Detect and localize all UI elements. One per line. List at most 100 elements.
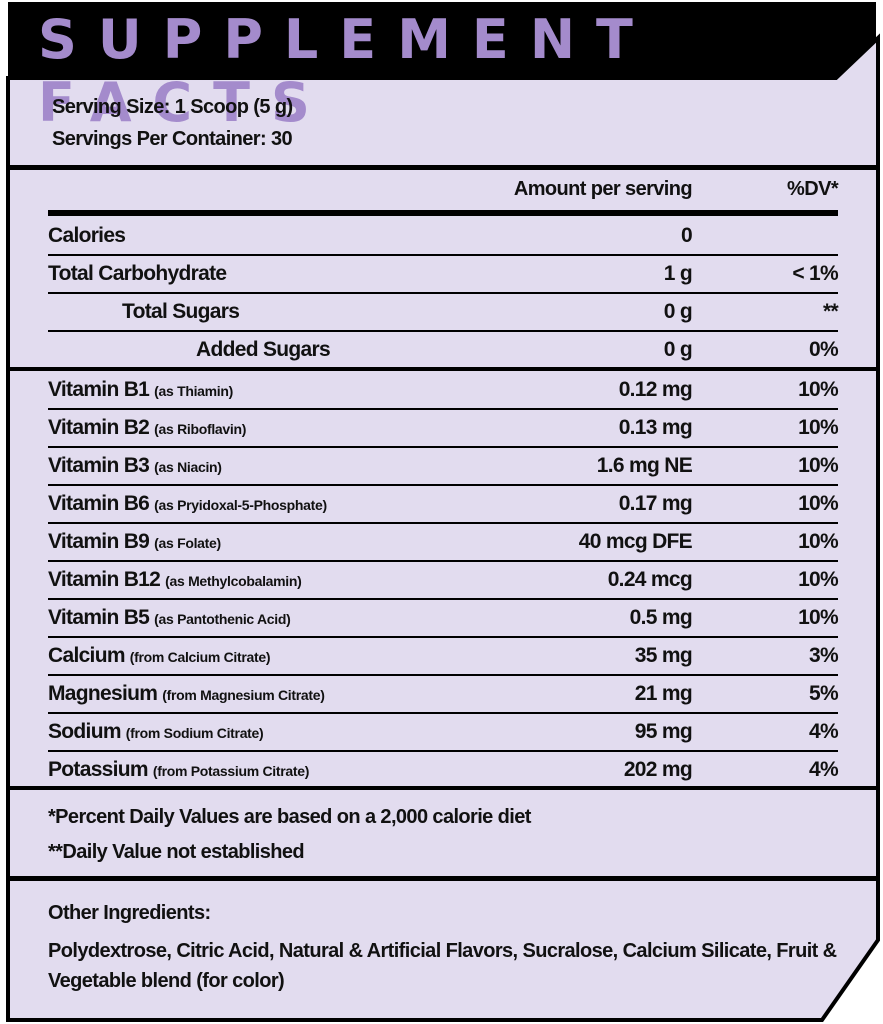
nutrient-row: Vitamin B5 (as Pantothenic Acid) 0.5 mg 10% bbox=[48, 600, 839, 636]
nutrient-row: Total Carbohydrate 1 g < 1% bbox=[48, 256, 839, 292]
divider bbox=[8, 367, 876, 371]
label-panel bbox=[6, 33, 880, 1022]
amount: 0.13 mg bbox=[618, 416, 693, 439]
nutrient-row: Added Sugars 0 g 0% bbox=[48, 332, 839, 368]
nutrient-name: Total Carbohydrate bbox=[48, 262, 227, 285]
divider bbox=[8, 876, 876, 881]
ingredients-text: Polydextrose, Citric Acid, Natural & Art… bbox=[48, 940, 837, 992]
nutrient-source: (as Thiamin) bbox=[154, 383, 234, 399]
amount: 0.5 mg bbox=[629, 606, 693, 629]
daily-value: 10% bbox=[798, 378, 839, 401]
daily-value: 4% bbox=[809, 720, 839, 743]
nutrient-name: Vitamin B6 bbox=[48, 492, 150, 515]
nutrient-source: (from Potassium Citrate) bbox=[152, 763, 310, 779]
amount: 0.24 mcg bbox=[607, 568, 693, 591]
nutrient-row: Vitamin B12 (as Methylcobalamin) 0.24 mcg 1… bbox=[48, 562, 839, 598]
nutrient-source: (as Pantothenic Acid) bbox=[154, 611, 291, 627]
nutrient-source: (as Niacin) bbox=[154, 459, 222, 475]
nutrient-row: Total Sugars 0 g ** bbox=[48, 294, 839, 330]
row-divider bbox=[48, 636, 838, 638]
nutrient-row: Vitamin B2 (as Riboflavin) 0.13 mg 10% bbox=[48, 410, 839, 446]
daily-value: ** bbox=[823, 300, 839, 323]
divider bbox=[48, 210, 838, 216]
nutrient-source: (from Magnesium Citrate) bbox=[162, 687, 325, 703]
column-header: Amount per serving bbox=[513, 178, 693, 200]
column-header: %DV* bbox=[787, 178, 839, 200]
footnote: *Percent Daily Values are based on a 2,0… bbox=[48, 806, 531, 828]
row-divider bbox=[48, 522, 838, 524]
nutrient-row: Sodium (from Sodium Citrate) 95 mg 4% bbox=[48, 714, 839, 750]
daily-value: 10% bbox=[798, 606, 839, 629]
row-divider bbox=[48, 408, 838, 410]
nutrient-name: Vitamin B2 bbox=[48, 416, 150, 439]
nutrient-name: Added Sugars bbox=[196, 338, 331, 361]
amount: 202 mg bbox=[623, 758, 693, 781]
row-divider bbox=[48, 598, 838, 600]
nutrient-source: (as Riboflavin) bbox=[154, 421, 247, 437]
row-divider bbox=[48, 484, 838, 486]
nutrient-name: Calories bbox=[48, 224, 126, 247]
amount: 0 g bbox=[663, 338, 693, 361]
daily-value: 10% bbox=[798, 530, 839, 553]
row-divider bbox=[48, 750, 838, 752]
daily-value: 3% bbox=[809, 644, 839, 667]
nutrient-source: (as Methylcobalamin) bbox=[165, 573, 302, 589]
daily-value: 10% bbox=[798, 454, 839, 477]
row-divider bbox=[48, 446, 838, 448]
row-divider bbox=[48, 330, 838, 332]
amount: 21 mg bbox=[634, 682, 693, 705]
nutrient-name: Potassium bbox=[48, 758, 149, 781]
nutrient-row: Potassium (from Potassium Citrate) 202 mg 4… bbox=[48, 752, 839, 788]
nutrient-row: Calcium (from Calcium Citrate) 35 mg 3% bbox=[48, 638, 839, 674]
daily-value: 10% bbox=[798, 568, 839, 591]
header-band bbox=[8, 2, 876, 80]
nutrient-name: Magnesium bbox=[48, 682, 158, 705]
nutrient-row: Magnesium (from Magnesium Citrate) 21 mg 5% bbox=[48, 676, 839, 712]
nutrient-name: Vitamin B9 bbox=[48, 530, 150, 553]
amount: 95 mg bbox=[634, 720, 693, 743]
nutrient-row: Vitamin B3 (as Niacin) 1.6 mg NE 10% bbox=[48, 448, 839, 484]
nutrient-name: Vitamin B1 bbox=[48, 378, 150, 401]
nutrient-row: Vitamin B1 (as Thiamin) 0.12 mg 10% bbox=[48, 372, 839, 408]
amount: 40 mcg DFE bbox=[578, 530, 693, 553]
daily-value: < 1% bbox=[792, 262, 838, 285]
daily-value: 10% bbox=[798, 492, 839, 515]
nutrient-name: Vitamin B3 bbox=[48, 454, 150, 477]
nutrient-name: Calcium bbox=[48, 644, 125, 667]
footnote: **Daily Value not established bbox=[48, 841, 305, 863]
title: SUPPLEMENT FACTS bbox=[38, 8, 654, 134]
daily-value: 5% bbox=[809, 682, 839, 705]
amount: 0.12 mg bbox=[618, 378, 693, 401]
row-divider bbox=[48, 712, 838, 714]
nutrient-source: (as Folate) bbox=[154, 535, 221, 551]
nutrient-row: Calories 0 bbox=[48, 218, 838, 254]
daily-value: 4% bbox=[809, 758, 839, 781]
row-divider bbox=[48, 254, 838, 256]
row-divider bbox=[48, 674, 838, 676]
nutrient-source: (from Calcium Citrate) bbox=[129, 649, 271, 665]
servings-per-container: Servings Per Container: 30 bbox=[52, 128, 293, 150]
nutrient-row: Vitamin B6 (as Pryidoxal-5-Phosphate) 0.17… bbox=[48, 486, 839, 522]
nutrient-name: Vitamin B12 bbox=[48, 568, 161, 591]
row-divider bbox=[48, 292, 838, 294]
amount: 35 mg bbox=[634, 644, 693, 667]
amount: 1 g bbox=[663, 262, 693, 285]
serving-size: Serving Size: 1 Scoop (5 g) bbox=[52, 96, 293, 118]
amount: 0 bbox=[681, 224, 693, 247]
nutrient-name: Total Sugars bbox=[122, 300, 240, 323]
daily-value: 0% bbox=[809, 338, 839, 361]
nutrient-source: (from Sodium Citrate) bbox=[125, 725, 264, 741]
amount: 0.17 mg bbox=[618, 492, 693, 515]
amount: 1.6 mg NE bbox=[596, 454, 693, 477]
divider bbox=[8, 165, 876, 170]
nutrient-name: Vitamin B5 bbox=[48, 606, 150, 629]
ingredients-title: Other Ingredients: bbox=[48, 902, 211, 924]
nutrient-source: (as Pryidoxal-5-Phosphate) bbox=[154, 497, 327, 513]
nutrient-row: Vitamin B9 (as Folate) 40 mcg DFE 10% bbox=[48, 524, 839, 560]
daily-value: 10% bbox=[798, 416, 839, 439]
divider bbox=[8, 786, 876, 790]
nutrient-name: Sodium bbox=[48, 720, 121, 743]
amount: 0 g bbox=[663, 300, 693, 323]
